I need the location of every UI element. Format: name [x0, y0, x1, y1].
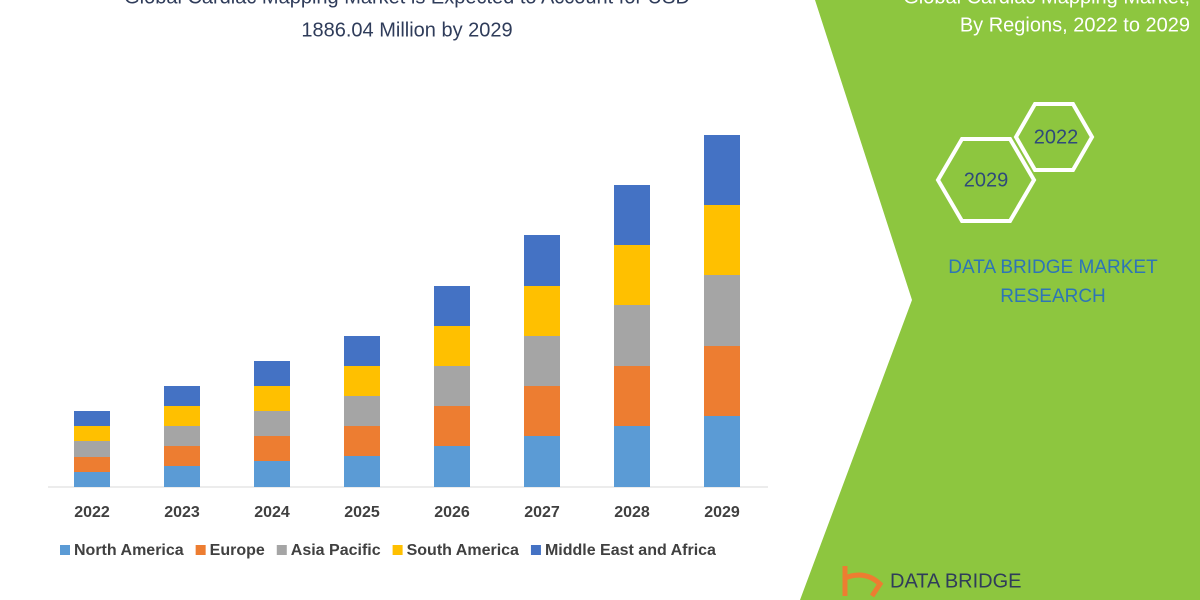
legend-swatch	[60, 545, 70, 555]
company-name: DATA BRIDGE MARKET	[948, 257, 1158, 278]
chart-title: 1886.04 Million by 2029	[301, 19, 512, 41]
bar-segment	[434, 366, 470, 406]
bar-segment	[164, 466, 200, 487]
bar-segment	[524, 386, 560, 436]
bar-segment	[74, 457, 110, 472]
chart-title: Global Cardiac Mapping Market is Expecte…	[124, 0, 690, 8]
legend-label: South America	[407, 542, 519, 559]
hexagon	[1013, 102, 1095, 172]
bar-segment	[704, 346, 740, 416]
bar-segment	[344, 396, 380, 426]
legend-swatch	[276, 545, 287, 555]
x-tick-label: 2028	[614, 504, 650, 521]
x-tick-label: 2022	[74, 504, 110, 521]
x-tick-label: 2024	[254, 504, 290, 521]
bar-segment	[74, 411, 110, 426]
bar-segment	[344, 456, 380, 487]
bar-segment	[524, 336, 560, 386]
legend-label: Asia Pacific	[291, 542, 381, 559]
bar-segment	[164, 386, 200, 406]
hexagon-label: 2029	[964, 169, 1009, 191]
bar-segment	[254, 386, 290, 411]
x-tick-label: 2026	[434, 504, 470, 521]
x-tick-label: 2029	[704, 504, 740, 521]
bar-segment	[614, 245, 650, 305]
bar-segment	[254, 461, 290, 487]
x-tick-label: 2025	[344, 504, 380, 521]
hexagon	[935, 137, 1037, 223]
hexagon-label: 2022	[1034, 126, 1079, 148]
bar-segment	[254, 361, 290, 386]
bar-segment	[164, 446, 200, 466]
bar-segment	[524, 286, 560, 336]
bar-segment	[164, 406, 200, 426]
bar-segment	[614, 185, 650, 245]
panel-heading: Global Cardiac Mapping Market,	[903, 0, 1190, 8]
bar-segment	[704, 275, 740, 346]
logo-icon	[842, 566, 884, 598]
bar-segment	[74, 426, 110, 441]
logo-text: DATA BRIDGE	[890, 570, 1022, 592]
bar-segment	[614, 366, 650, 426]
legend-label: North America	[74, 542, 184, 559]
bar-segment	[434, 286, 470, 326]
bar-segment	[254, 436, 290, 461]
bar-segment	[704, 205, 740, 275]
bar-segment	[434, 446, 470, 487]
bar-segment	[704, 416, 740, 487]
bar-segment	[434, 326, 470, 366]
legend-swatch	[195, 545, 206, 555]
bar-segment	[524, 235, 560, 286]
bar-segment	[254, 411, 290, 436]
bar-segment	[74, 472, 110, 487]
legend-label: Middle East and Africa	[545, 542, 716, 559]
company-name: RESEARCH	[1000, 286, 1106, 307]
legend-swatch	[392, 545, 403, 555]
x-tick-label: 2027	[524, 504, 560, 521]
bar-segment	[344, 366, 380, 396]
panel-heading: By Regions, 2022 to 2029	[960, 14, 1190, 36]
bar-segment	[74, 441, 110, 457]
legend-label: Europe	[210, 542, 265, 559]
bar-segment	[434, 406, 470, 446]
bar-segment	[344, 336, 380, 366]
bar-segment	[614, 305, 650, 366]
legend-swatch	[530, 545, 541, 555]
bar-segment	[164, 426, 200, 446]
bar-segment	[524, 436, 560, 487]
bar-segment	[704, 135, 740, 205]
side-panel	[800, 0, 1200, 600]
bar-segment	[614, 426, 650, 487]
bar-segment	[344, 426, 380, 456]
x-tick-label: 2023	[164, 504, 200, 521]
